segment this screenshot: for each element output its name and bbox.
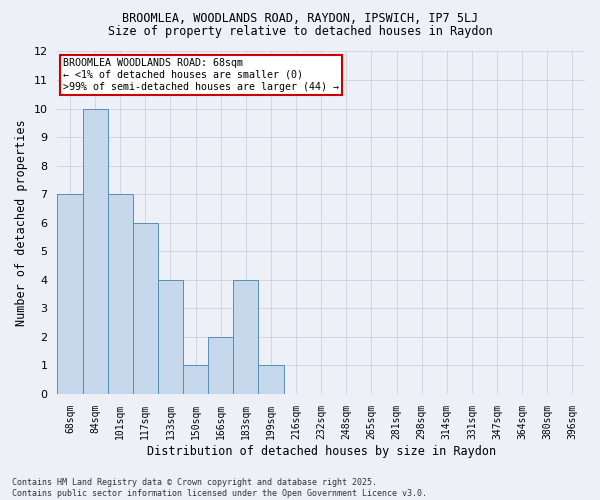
Bar: [233, 280, 259, 394]
Bar: [58, 194, 83, 394]
Bar: [158, 280, 183, 394]
Text: Contains HM Land Registry data © Crown copyright and database right 2025.
Contai: Contains HM Land Registry data © Crown c…: [12, 478, 427, 498]
Bar: [183, 366, 208, 394]
Text: BROOMLEA WOODLANDS ROAD: 68sqm
← <1% of detached houses are smaller (0)
>99% of : BROOMLEA WOODLANDS ROAD: 68sqm ← <1% of …: [62, 58, 338, 92]
Bar: [133, 222, 158, 394]
X-axis label: Distribution of detached houses by size in Raydon: Distribution of detached houses by size …: [146, 444, 496, 458]
Bar: [208, 337, 233, 394]
Bar: [83, 108, 107, 394]
Text: Size of property relative to detached houses in Raydon: Size of property relative to detached ho…: [107, 25, 493, 38]
Bar: [259, 366, 284, 394]
Text: BROOMLEA, WOODLANDS ROAD, RAYDON, IPSWICH, IP7 5LJ: BROOMLEA, WOODLANDS ROAD, RAYDON, IPSWIC…: [122, 12, 478, 26]
Bar: [107, 194, 133, 394]
Y-axis label: Number of detached properties: Number of detached properties: [15, 120, 28, 326]
